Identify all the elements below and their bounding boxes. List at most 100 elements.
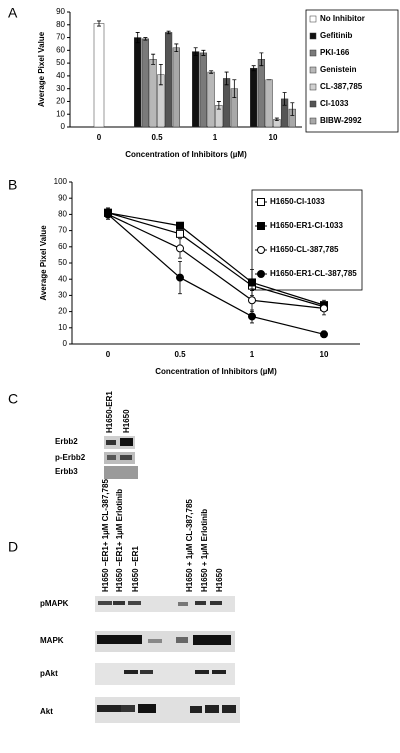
legend-label: H1650-ER1-Cl-1033: [270, 221, 343, 230]
row-label: Akt: [40, 707, 53, 716]
error-bar: [174, 43, 179, 53]
x-axis-label: Concentration of Inhibitors (µM): [155, 367, 277, 376]
bar: [164, 32, 173, 128]
y-tick-label: 80: [56, 20, 65, 29]
legend-label: CI-1033: [320, 99, 349, 108]
marker: [257, 246, 265, 254]
error-bar: [216, 101, 221, 110]
row-label: Erbb2: [55, 437, 78, 446]
legend-label: H1650-CL-387,785: [270, 245, 339, 254]
error-bar: [166, 30, 171, 35]
x-tick-label: 0.5: [174, 350, 186, 359]
marker: [176, 273, 184, 282]
bar: [141, 38, 150, 128]
x-tick-label: 1: [250, 350, 255, 359]
bar: [149, 59, 157, 128]
legend-label: BIBW-2992: [320, 116, 362, 125]
legend-label: H1650-Cl-1033: [270, 197, 325, 206]
bar: [257, 59, 266, 128]
y-tick-label: 90: [56, 7, 65, 16]
bar: [192, 51, 200, 128]
row-label: pAkt: [40, 669, 58, 678]
y-tick-label: 90: [58, 193, 67, 202]
marker: [257, 198, 265, 206]
bar: [250, 67, 258, 128]
legend-label: PKI-166: [320, 48, 350, 57]
y-axis-label: Average Pixel Value: [39, 225, 48, 301]
legend-swatch: [309, 100, 317, 108]
error-bar: [274, 117, 279, 122]
line: [107, 213, 325, 335]
line: [107, 212, 325, 308]
y-tick-label: 0: [61, 122, 66, 131]
y-tick-label: 100: [54, 177, 68, 186]
error-bar: [135, 32, 140, 44]
bar: [93, 23, 105, 128]
y-tick-label: 80: [58, 210, 67, 219]
y-tick-label: 50: [58, 258, 67, 267]
error-bar: [232, 79, 237, 99]
y-tick-label: 50: [56, 58, 65, 67]
column-label: H1650 + 1µM CL-387,785: [185, 499, 194, 592]
bar: [265, 79, 273, 128]
marker: [104, 210, 112, 219]
error-bar: [97, 20, 101, 27]
marker: [176, 229, 184, 238]
y-tick-label: 40: [58, 274, 67, 283]
panel-label: C: [8, 391, 18, 407]
x-tick-label: 1: [213, 133, 218, 142]
column-label: H1650: [215, 568, 224, 592]
marker: [248, 278, 256, 287]
column-label: H1650 –ER1: [131, 546, 140, 592]
legend-label: No Inhibitor: [320, 14, 365, 23]
bar: [207, 71, 215, 128]
error-bar: [282, 92, 287, 106]
bar: [134, 37, 142, 128]
panel-label: D: [8, 539, 18, 555]
marker: [320, 304, 328, 313]
error-bar: [209, 70, 214, 74]
legend-swatch: [309, 32, 317, 40]
y-tick-label: 20: [56, 97, 65, 106]
legend-swatch: [309, 49, 317, 57]
y-tick-label: 60: [58, 242, 67, 251]
panel-label: B: [8, 177, 17, 193]
error-bar: [259, 52, 264, 67]
y-tick-label: 70: [56, 33, 65, 42]
marker: [257, 222, 265, 230]
error-bar: [143, 37, 148, 41]
error-bar: [193, 47, 198, 56]
legend-box: [251, 189, 363, 291]
error-bar: [290, 102, 295, 116]
marker: [176, 221, 184, 230]
legend-swatch: [309, 83, 317, 91]
marker: [176, 244, 184, 253]
x-tick-label: 0: [106, 350, 111, 359]
y-tick-label: 30: [58, 291, 67, 300]
error-bar: [251, 65, 256, 72]
panel-label: A: [8, 5, 18, 21]
y-tick-label: 10: [56, 109, 65, 118]
legend-box: [305, 9, 399, 133]
blot-c: [104, 436, 138, 479]
row-label: MAPK: [40, 636, 64, 645]
x-tick-label: 10: [269, 133, 278, 142]
error-bar: [151, 53, 156, 65]
column-label: H1650: [122, 409, 131, 433]
legend-label: H1650-ER1-CL-387,785: [270, 269, 357, 278]
x-tick-label: 0: [97, 133, 102, 142]
row-label: p-Erbb2: [55, 453, 86, 462]
legend-swatch: [309, 15, 317, 23]
blot-d: [95, 596, 240, 723]
marker: [257, 270, 265, 278]
error-bar: [224, 71, 229, 86]
legend-label: CL-387,785: [320, 82, 363, 91]
y-tick-label: 20: [58, 307, 67, 316]
y-tick-label: 10: [58, 323, 67, 332]
y-tick-label: 40: [56, 71, 65, 80]
legend-swatch: [309, 117, 317, 125]
row-label: Erbb3: [55, 467, 78, 476]
bar: [222, 78, 231, 128]
column-label: H1650-ER1: [105, 391, 114, 433]
